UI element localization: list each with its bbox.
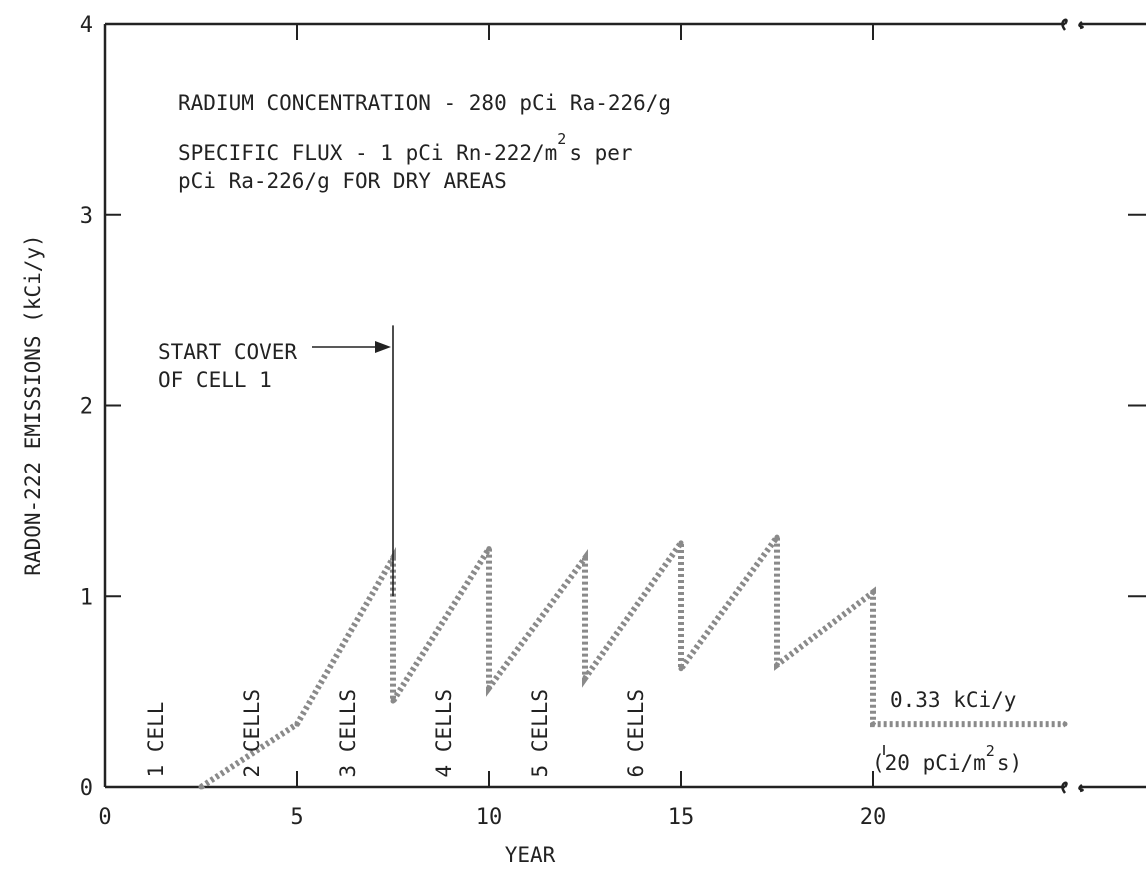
top-axis-continuation [1078, 21, 1146, 30]
cover-start-arrowhead [375, 341, 391, 353]
start-cover-label-line2: OF CELL 1 [158, 368, 272, 392]
data-point [294, 721, 300, 727]
data-point [582, 675, 588, 681]
data-point [870, 589, 876, 595]
plot-frame [103, 18, 1146, 794]
x-tick-label: 5 [290, 805, 303, 830]
data-point [774, 534, 780, 540]
x-axis-title: YEAR [505, 843, 556, 867]
y-tick-label: 2 [80, 395, 93, 420]
data-point [390, 698, 396, 704]
cell-count-label: 4 CELLS [432, 689, 456, 778]
cell-count-label: 6 CELLS [624, 689, 648, 778]
cover-start-marker [312, 325, 885, 755]
cell-count-label: 3 CELLS [336, 689, 360, 778]
cell-count-label: 2 CELLS [240, 689, 264, 778]
axis-ticks: 0 5 10 15 20 0 1 2 3 4 [80, 13, 887, 830]
data-point [870, 721, 876, 727]
specific-flux-note: SPECIFIC FLUX - 1 pCi Rn-222/m2s per [178, 130, 633, 165]
y-tick-label: 3 [80, 204, 93, 229]
y-tick-label: 0 [80, 776, 93, 801]
data-point [486, 685, 492, 691]
data-point [1062, 721, 1068, 727]
data-point [198, 784, 204, 790]
y-tick-label: 1 [80, 585, 93, 610]
data-point [582, 555, 588, 561]
top-axis-break-mark [1061, 18, 1068, 31]
final-emission-label: 0.33 kCi/y [890, 688, 1016, 712]
data-point [678, 666, 684, 672]
data-point [774, 662, 780, 668]
x-tick-label: 0 [98, 805, 111, 830]
y-tick-label: 4 [80, 13, 93, 38]
specific-flux-note-line2: pCi Ra-226/g FOR DRY AREAS [178, 169, 507, 193]
x-tick-label: 10 [476, 805, 503, 830]
radium-concentration-note: RADIUM CONCENTRATION - 280 pCi Ra-226/g [178, 91, 671, 115]
cell-count-label: 5 CELLS [528, 689, 552, 778]
bottom-axis-break-mark [1061, 781, 1068, 794]
bottom-axis-continuation [1078, 784, 1146, 793]
x-tick-label: 15 [668, 805, 695, 830]
x-tick-label: 20 [860, 805, 887, 830]
cell-count-label: 1 CELL [144, 702, 168, 778]
y-axis-title: RADON-222 EMISSIONS (kCi/y) [21, 234, 45, 575]
cell-labels: 1 CELL 2 CELLS 3 CELLS 4 CELLS 5 CELLS 6 CELL… [144, 689, 648, 778]
start-cover-label: START COVER [158, 340, 297, 364]
data-point [678, 540, 684, 546]
data-point [486, 546, 492, 552]
emission-series [198, 527, 1068, 790]
final-flux-label: (20 pCi/m2s) [872, 742, 1022, 775]
